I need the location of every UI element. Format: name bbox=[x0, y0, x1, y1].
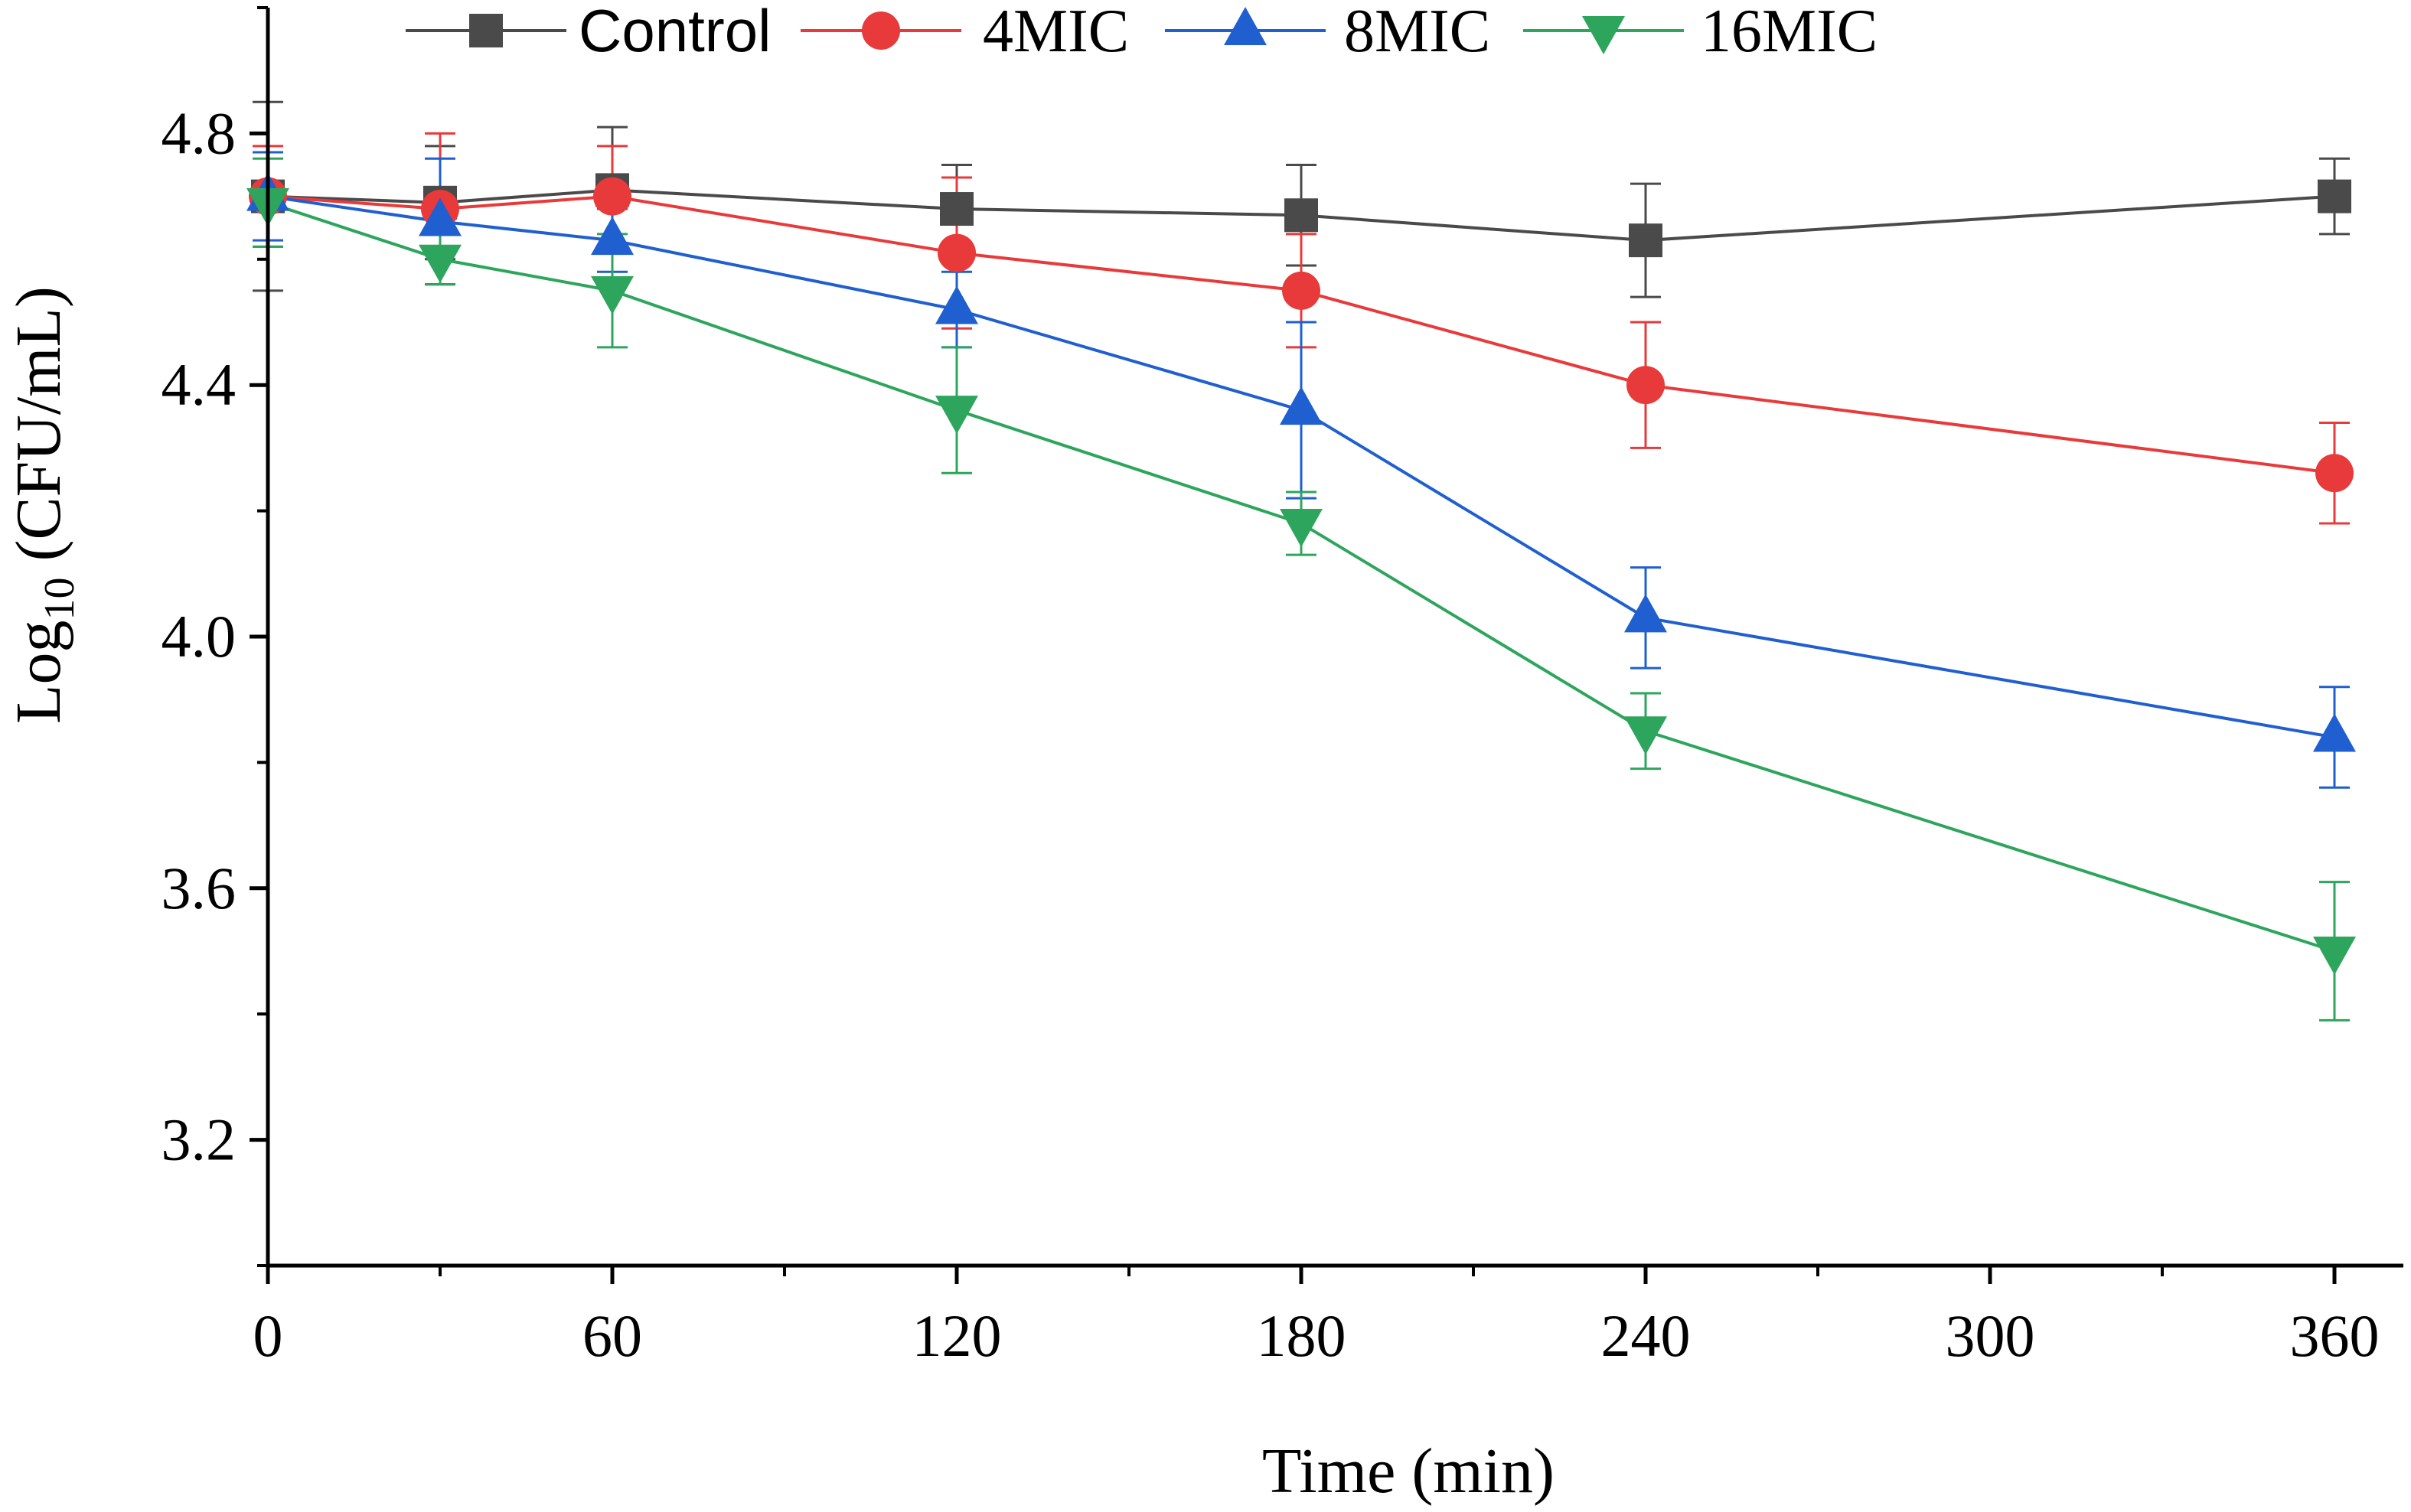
x-tick-label: 180 bbox=[1257, 1302, 1346, 1369]
data-point bbox=[1282, 271, 1320, 310]
data-point bbox=[1280, 509, 1323, 548]
markers-16mic bbox=[246, 187, 2356, 975]
legend-label: 4MIC bbox=[983, 0, 1129, 65]
legend-marker bbox=[1582, 16, 1625, 54]
legend-label: 8MIC bbox=[1344, 0, 1490, 65]
data-point bbox=[593, 177, 631, 216]
x-tick-label: 60 bbox=[582, 1302, 642, 1369]
y-axis-title-main: Log bbox=[3, 621, 74, 724]
x-tick-label: 240 bbox=[1601, 1302, 1691, 1369]
x-tick-label: 300 bbox=[1946, 1302, 2035, 1369]
x-axis-title: Time (min) bbox=[1262, 1435, 1555, 1507]
data-point bbox=[419, 197, 462, 236]
legend-item-4mic: 4MIC bbox=[801, 0, 1129, 65]
legend: Control 4MIC 8MIC 16MIC bbox=[406, 0, 1878, 65]
legend-marker bbox=[469, 14, 503, 47]
y-tick-label: 3.2 bbox=[161, 1106, 237, 1173]
legend-marker bbox=[862, 11, 900, 50]
data-point bbox=[1624, 716, 1667, 755]
data-point bbox=[1626, 366, 1665, 405]
x-tick-label: 0 bbox=[253, 1302, 283, 1369]
data-point bbox=[938, 233, 976, 272]
data-point bbox=[591, 217, 634, 256]
legend-item-control: Control bbox=[406, 0, 771, 64]
data-point bbox=[2313, 713, 2356, 752]
legend-label: Control bbox=[579, 0, 771, 64]
y-axis-title-subscript: 10 bbox=[36, 578, 83, 621]
y-tick-label: 4.4 bbox=[161, 351, 237, 418]
legend-item-16mic: 16MIC bbox=[1523, 0, 1878, 65]
data-point bbox=[591, 275, 634, 314]
data-point bbox=[935, 396, 978, 435]
x-tick-label: 120 bbox=[912, 1302, 1002, 1369]
data-point bbox=[940, 192, 974, 226]
x-tick-label: 360 bbox=[2290, 1302, 2380, 1369]
y-tick-label: 4.8 bbox=[161, 99, 237, 166]
data-point bbox=[935, 285, 978, 324]
legend-marker bbox=[1224, 7, 1267, 45]
y-axis-title-rest: (CFU/mL) bbox=[3, 286, 74, 577]
data-point bbox=[1280, 386, 1323, 425]
data-point bbox=[2313, 937, 2356, 975]
data-point bbox=[2315, 454, 2354, 493]
y-tick-label: 3.6 bbox=[161, 855, 237, 921]
y-axis-title: Log10 (CFU/mL) bbox=[3, 286, 83, 724]
legend-label: 16MIC bbox=[1701, 0, 1878, 65]
data-point bbox=[1284, 198, 1318, 233]
legend-item-8mic: 8MIC bbox=[1165, 0, 1490, 65]
y-tick-label: 4.0 bbox=[161, 603, 237, 670]
data-point bbox=[1629, 223, 1662, 258]
data-point bbox=[2318, 179, 2351, 213]
data-point bbox=[419, 244, 462, 283]
data-point bbox=[1624, 594, 1667, 633]
